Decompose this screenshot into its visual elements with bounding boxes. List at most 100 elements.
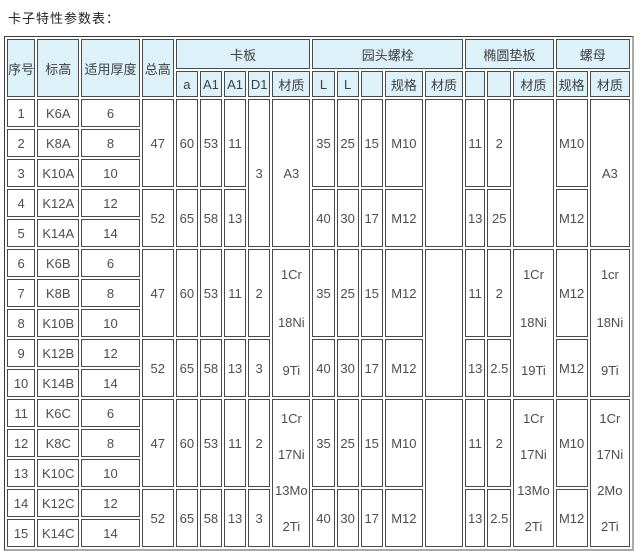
data-cell: 11 xyxy=(465,249,486,337)
data-cell: 11 xyxy=(224,249,247,337)
data-cell: 1Cr 17Ni 2Mo 2Ti xyxy=(589,399,630,547)
header-cell: 序号 xyxy=(7,39,36,97)
data-cell: 8 xyxy=(81,129,140,157)
data-cell: K10C xyxy=(37,459,80,487)
data-cell: 8 xyxy=(81,429,140,457)
data-cell: 13 xyxy=(465,489,486,547)
data-cell xyxy=(424,99,464,247)
data-cell: 17 xyxy=(360,189,383,247)
data-cell: 10 xyxy=(7,369,36,397)
data-cell: 60 xyxy=(175,399,198,487)
table-row: 8 K10B 10 xyxy=(7,309,630,337)
data-cell: 25 xyxy=(336,399,359,487)
header-group-row: 序号 标高 适用厚度 总高 卡板 园头螺栓 椭圆垫板 螺母 xyxy=(7,39,630,97)
data-cell: 14 xyxy=(81,519,140,547)
data-cell: 25 xyxy=(336,99,359,187)
table-row: 7 K8B 8 xyxy=(7,279,630,307)
data-cell: 13 xyxy=(224,189,247,247)
data-cell: 53 xyxy=(199,399,222,487)
data-cell: 4 xyxy=(7,189,36,217)
header-subcell: 材质 xyxy=(513,71,554,97)
data-cell: 3 xyxy=(248,339,271,397)
data-cell: 53 xyxy=(199,249,222,337)
data-cell: 65 xyxy=(175,189,198,247)
data-cell: K14C xyxy=(37,519,80,547)
data-cell: 25 xyxy=(336,249,359,337)
header-subcell: 规格 xyxy=(384,71,423,97)
data-cell: 6 xyxy=(81,99,140,127)
data-cell: 1 xyxy=(7,99,36,127)
data-cell: M10 xyxy=(555,399,588,487)
table-body: 1 K6A 6 47 60 53 11 3 A3 35 25 15 M10 11 2 M10 A3 2 K8A 8 3 K… xyxy=(7,99,630,547)
header-cell: 园头螺栓 xyxy=(312,39,464,69)
data-cell: 58 xyxy=(199,339,222,397)
header-subcell: 材质 xyxy=(272,71,311,97)
header-subcell: D1 xyxy=(248,71,271,97)
data-cell: 8 xyxy=(81,279,140,307)
data-cell: 1Cr 17Ni 13Mo 2Ti xyxy=(513,399,554,547)
data-cell: 40 xyxy=(312,489,335,547)
data-cell: 8 xyxy=(7,309,36,337)
data-cell: 2 xyxy=(487,249,512,337)
data-cell: 10 xyxy=(81,459,140,487)
table-row: 3 K10A 10 xyxy=(7,159,630,187)
data-cell: K12A xyxy=(37,189,80,217)
data-cell: 52 xyxy=(141,489,174,547)
header-sub-row: a A1 A1 D1 材质 L L 规格 材质 材质 规格 材质 xyxy=(7,71,630,97)
table-row: 1 K6A 6 47 60 53 11 3 A3 35 25 15 M10 11 2 M10 A3 xyxy=(7,99,630,247)
header-subcell xyxy=(465,71,486,97)
data-cell: 5 xyxy=(7,219,36,247)
data-cell: 65 xyxy=(175,339,198,397)
data-cell: M12 xyxy=(555,489,588,547)
data-cell: 17 xyxy=(360,339,383,397)
data-cell: 14 xyxy=(7,489,36,517)
data-cell: K12C xyxy=(37,489,80,517)
header-subcell xyxy=(487,71,512,97)
data-cell: 1Cr 18Ni 9Ti xyxy=(272,249,311,397)
data-cell: 2 xyxy=(487,99,512,187)
header-subcell: a xyxy=(175,71,198,97)
table-row: 15 K14C 14 xyxy=(7,519,630,547)
data-cell: 58 xyxy=(199,189,222,247)
data-cell: 1Cr 18Ni 19Ti xyxy=(513,249,554,397)
table-row: 4 K12A 12 52 65 58 13 40 30 17 M12 13 25 M12 xyxy=(7,189,630,247)
data-cell: 6 xyxy=(81,249,140,277)
header-subcell: A1 xyxy=(224,71,247,97)
data-cell: 12 xyxy=(7,429,36,457)
data-cell: 9 xyxy=(7,339,36,367)
header-cell: 椭圆垫板 xyxy=(465,39,554,69)
header-subcell: L xyxy=(336,71,359,97)
data-cell: 30 xyxy=(336,339,359,397)
header-cell: 螺母 xyxy=(555,39,630,69)
data-cell: 17 xyxy=(360,489,383,547)
data-cell: K14A xyxy=(37,219,80,247)
data-cell: 11 xyxy=(7,399,36,427)
data-cell: 40 xyxy=(312,189,335,247)
data-cell: 47 xyxy=(141,249,174,337)
data-cell: 52 xyxy=(141,339,174,397)
data-cell xyxy=(513,99,554,247)
header-subcell: 材质 xyxy=(589,71,630,97)
data-cell: M10 xyxy=(384,99,423,187)
header-subcell: 规格 xyxy=(555,71,588,97)
data-cell: 60 xyxy=(175,99,198,187)
data-cell: 6 xyxy=(7,249,36,277)
data-cell: M12 xyxy=(555,249,588,337)
data-cell: 35 xyxy=(312,399,335,487)
header-subcell: A1 xyxy=(199,71,222,97)
data-cell: 53 xyxy=(199,99,222,187)
data-cell: M10 xyxy=(555,99,588,187)
data-cell: K12B xyxy=(37,339,80,367)
table-row: 9 K12B 12 52 65 58 13 3 40 30 17 M12 13 2.5 M12 xyxy=(7,339,630,397)
header-cell: 适用厚度 xyxy=(81,39,140,97)
data-cell: 13 xyxy=(465,339,486,397)
data-cell: K8C xyxy=(37,429,80,457)
data-cell: 14 xyxy=(81,219,140,247)
data-cell: 52 xyxy=(141,189,174,247)
clamp-parameters-table: 序号 标高 适用厚度 总高 卡板 园头螺栓 椭圆垫板 螺母 a A1 A1 D1 材质 L L 规格 材质 材质… xyxy=(4,36,634,551)
data-cell: M12 xyxy=(555,189,588,247)
data-cell: 60 xyxy=(175,249,198,337)
data-cell: 3 xyxy=(248,489,271,547)
data-cell: K6A xyxy=(37,99,80,127)
data-cell: 13 xyxy=(7,459,36,487)
